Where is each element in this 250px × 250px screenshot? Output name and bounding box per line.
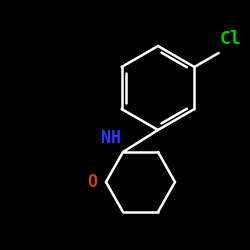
Text: Cl: Cl — [220, 30, 241, 48]
Text: NH: NH — [101, 129, 121, 147]
Text: O: O — [87, 173, 97, 191]
